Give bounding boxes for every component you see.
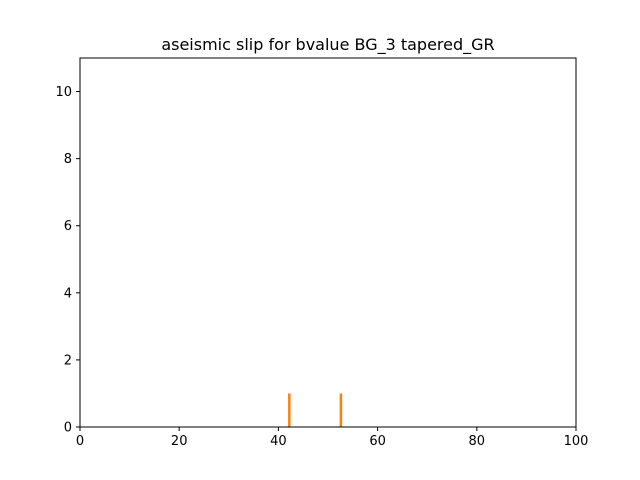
y-tick-label: 10: [55, 85, 72, 100]
y-tick-label: 6: [64, 219, 72, 234]
x-tick-label: 100: [564, 434, 589, 449]
x-tick-label: 80: [469, 434, 486, 449]
bars-layer: [288, 393, 343, 427]
y-axis: 0 2 4 6 8 10: [55, 85, 80, 436]
y-tick-label: 0: [64, 421, 72, 436]
x-tick-label: 20: [171, 434, 188, 449]
y-tick-label: 2: [64, 353, 72, 368]
x-tick-label: 40: [270, 434, 287, 449]
chart-title: aseismic slip for bvalue BG_3 tapered_GR: [161, 35, 494, 55]
y-tick-label: 4: [64, 286, 72, 301]
plot-area-frame: [79, 57, 577, 428]
y-tick-label: 8: [64, 152, 72, 167]
bar: [339, 393, 343, 427]
x-tick-label: 0: [76, 434, 84, 449]
x-axis: 0 20 40 60 80 100: [76, 427, 589, 449]
bar: [288, 393, 291, 427]
x-tick-label: 60: [369, 434, 386, 449]
